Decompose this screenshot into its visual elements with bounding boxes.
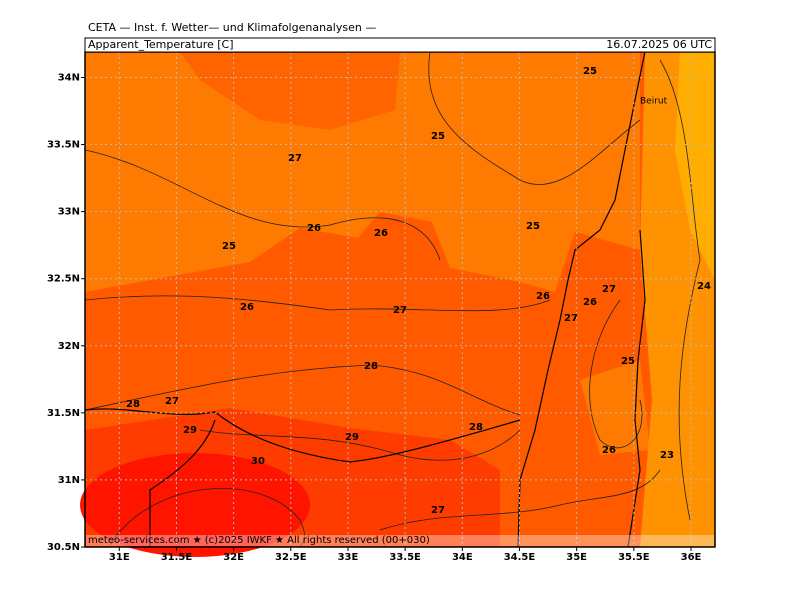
contour-label: 26 (307, 223, 321, 234)
contour-label: 25 (583, 66, 597, 77)
contour-label: 27 (564, 313, 578, 324)
contour-label: 27 (431, 505, 445, 516)
lon-tick-label: 34E (452, 552, 473, 563)
field-title: Apparent_Temperature [C] (88, 38, 234, 51)
contour-labels: 25 25 27 25 26 26 25 26 27 26 27 26 27 24 28 25 28 27 29 28… (126, 66, 711, 516)
footer: meteo-services.com ★ (c)2025 IWKF ★ All … (88, 535, 430, 546)
contour-label: 23 (660, 450, 674, 461)
header: CETA — Inst. f. Wetter— und Klimafolgena… (88, 21, 376, 34)
lon-tick-label: 32.5E (275, 552, 307, 563)
lat-tick-label: 33.5N (47, 140, 80, 151)
lat-tick-label: 34N (58, 72, 80, 83)
contour-label: 26 (583, 297, 597, 308)
contour-label: 25 (431, 131, 445, 142)
lat-tick-label: 31N (58, 475, 80, 486)
title-bar (84, 37, 716, 53)
lon-tick-label: 31E (109, 552, 130, 563)
contour-label: 26 (240, 302, 254, 313)
contour-label: 27 (602, 284, 616, 295)
contour-label: 25 (222, 241, 236, 252)
city-label: Beirut (640, 97, 668, 107)
contour-label: 30 (251, 456, 265, 467)
contour-label: 28 (364, 361, 378, 372)
lon-tick-label: 36E (681, 552, 702, 563)
contour-label: 25 (526, 221, 540, 232)
lat-tick-label: 32.5N (47, 274, 80, 285)
contour-label: 27 (288, 153, 302, 164)
contour-label: 25 (621, 356, 635, 367)
contour-label: 26 (374, 228, 388, 239)
contour-label: 29 (345, 432, 359, 443)
footer-band (86, 535, 714, 546)
contour-label: 27 (165, 396, 179, 407)
valid-time: 16.07.2025 06 UTC (606, 38, 712, 51)
lon-tick-label: 33E (338, 552, 359, 563)
contour-label: 28 (469, 422, 483, 433)
temperature-field (80, 52, 715, 557)
lat-tick-label: 31.5N (47, 408, 80, 419)
lon-tick-label: 32E (223, 552, 244, 563)
contour-lines (84, 51, 701, 548)
lon-tick-label: 31.5E (161, 552, 193, 563)
contour-label: 27 (393, 305, 407, 316)
lat-tick-label: 33N (58, 207, 80, 218)
lon-tick-label: 35.5E (618, 552, 650, 563)
lat-tick-label: 30.5N (47, 542, 80, 553)
lon-tick-label: 35E (566, 552, 587, 563)
lon-tick-label: 34.5E (504, 552, 536, 563)
contour-label: 24 (697, 281, 711, 292)
contour-label: 26 (602, 445, 616, 456)
lat-tick-label: 32N (58, 341, 80, 352)
contour-label: 26 (536, 291, 550, 302)
contour-label: 28 (126, 399, 140, 410)
lon-tick-label: 33.5E (389, 552, 421, 563)
contour-label: 29 (183, 425, 197, 436)
